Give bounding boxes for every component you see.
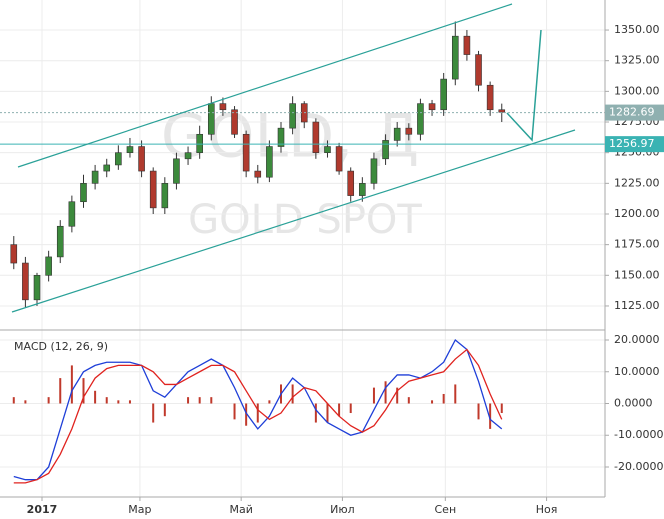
candle-body	[219, 103, 227, 111]
x-tick-label: Май	[229, 503, 252, 516]
candle-body	[80, 183, 87, 203]
y-tick-label: 1200.00	[614, 207, 660, 220]
candle-body	[451, 35, 459, 80]
candle-body	[405, 127, 413, 135]
price-label: 1282.69	[609, 106, 655, 119]
watermark-sub: GOLD SPOT	[188, 197, 422, 243]
candle-body	[475, 54, 482, 86]
candle-body	[22, 262, 29, 301]
x-tick-label: Сен	[435, 503, 457, 516]
macd-line	[13, 348, 503, 484]
candle-body	[393, 127, 401, 141]
price-label-box	[605, 104, 664, 121]
y-tick-label: -10.0000	[614, 428, 663, 441]
candle-body	[10, 244, 18, 264]
grid	[0, 0, 605, 497]
candle-body	[486, 84, 494, 111]
candle-body	[126, 146, 134, 153]
trend-line	[11, 129, 576, 313]
x-tick-label: Мар	[128, 503, 151, 516]
y-tick-label: 1350.00	[614, 23, 660, 36]
candle-body	[33, 275, 41, 301]
candle-body	[347, 170, 355, 196]
candle-body	[277, 127, 285, 147]
candle-body	[231, 109, 238, 135]
candle-body	[359, 183, 366, 196]
candle-body	[149, 170, 157, 209]
y-tick-label: 1300.00	[614, 84, 660, 97]
y-tick-label: 10.0000	[614, 365, 660, 378]
price-label-box	[605, 136, 664, 153]
candle-body	[56, 225, 64, 258]
candle-body	[498, 109, 506, 113]
candle-body	[370, 158, 378, 184]
candle-body	[196, 133, 203, 153]
plot	[0, 21, 605, 484]
candle-body	[45, 256, 52, 276]
candle-body	[207, 103, 215, 135]
y-tick-label: 20.0000	[614, 333, 660, 346]
candle-body	[254, 170, 262, 178]
y-tick-label: 1150.00	[614, 268, 660, 281]
candle-body	[91, 170, 99, 184]
candle-body	[115, 152, 122, 166]
candle-body	[417, 103, 424, 135]
x-tick-label: Июл	[330, 503, 355, 516]
candle-body	[266, 146, 273, 178]
candle-body	[242, 133, 250, 172]
candle-body	[184, 152, 192, 160]
candle-body	[440, 78, 447, 111]
candle-body	[335, 146, 343, 172]
candle-body	[382, 140, 389, 160]
macd-title: MACD (12, 26, 9)	[14, 340, 108, 353]
candle-body	[428, 103, 436, 111]
x-tick-label: 2017	[27, 503, 58, 516]
y-tick-label: -20.0000	[614, 460, 663, 473]
candle-body	[68, 201, 76, 227]
x-tick-label: Ноя	[536, 503, 558, 516]
candle-body	[103, 164, 111, 172]
candle-body	[324, 146, 331, 153]
y-tick-label: 1175.00	[614, 238, 660, 251]
candle-body	[173, 158, 180, 184]
candle-body	[161, 183, 169, 209]
y-tick-label: 1125.00	[614, 299, 660, 312]
candle-body	[289, 103, 296, 129]
y-tick-label: 0.0000	[614, 396, 653, 409]
candle-body	[312, 121, 320, 153]
price-label: 1256.97	[609, 137, 655, 150]
y-tick-label: 1225.00	[614, 176, 660, 189]
trend-line	[17, 3, 513, 168]
projection	[506, 29, 542, 142]
candle-body	[138, 146, 145, 172]
y-tick-label: 1325.00	[614, 54, 660, 67]
candle-body	[463, 35, 471, 55]
